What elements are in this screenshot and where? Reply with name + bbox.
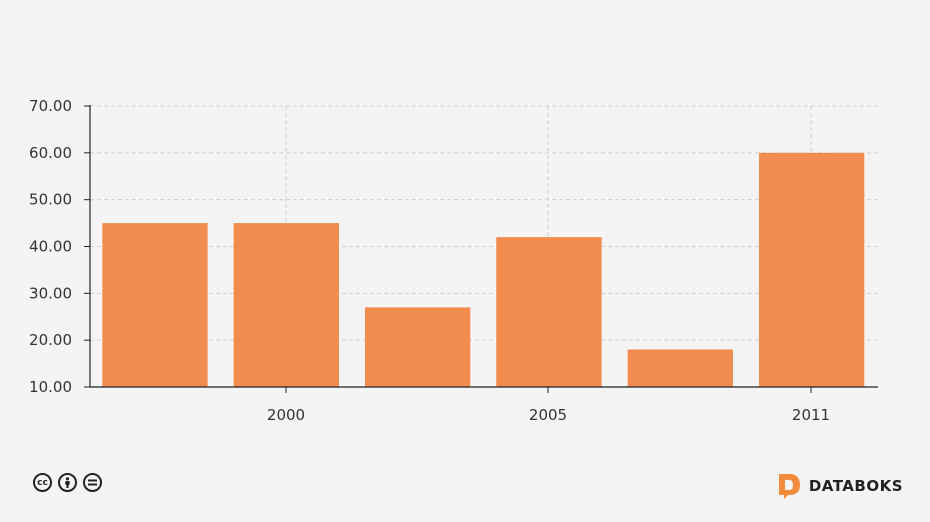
x-tick-label: 2011 [792,406,830,424]
chart-area: 10.00 20.00 30.00 40.00 50.00 60.00 70.00 2000… [29,97,878,424]
y-tick-label: 20.00 [29,331,72,349]
bar-2005[interactable] [496,237,602,387]
y-tick-label: 50.00 [29,191,72,209]
by-icon [58,473,77,492]
databoks-logo-icon [778,474,800,499]
brand-name: DATABOKS [808,477,903,495]
y-tick-label: 30.00 [29,284,72,302]
nd-icon [83,473,102,492]
cc-icon: cc [33,473,52,492]
x-tick-labels: 2000 2005 2011 [267,387,830,424]
y-tick-label: 60.00 [29,144,72,162]
bar-2008[interactable] [627,349,733,387]
bar-2002[interactable] [364,307,471,387]
bar-2000[interactable] [233,223,339,387]
y-tick-label: 10.00 [29,378,72,396]
bar-1998[interactable] [102,223,208,387]
bar-chart: 10.00 20.00 30.00 40.00 50.00 60.00 70.00 2000… [29,97,878,424]
x-tick-label: 2005 [529,406,567,424]
license-icons[interactable]: cc [33,473,102,492]
bar-2011[interactable] [758,152,865,387]
y-tick-label: 70.00 [29,97,72,115]
brand[interactable]: DATABOKS [777,473,903,499]
y-tick-label: 40.00 [29,238,72,256]
bars [102,152,865,387]
y-tick-labels: 10.00 20.00 30.00 40.00 50.00 60.00 70.00 [29,97,90,396]
footer: cc DATABOKS [0,460,930,510]
x-tick-label: 2000 [267,406,305,424]
